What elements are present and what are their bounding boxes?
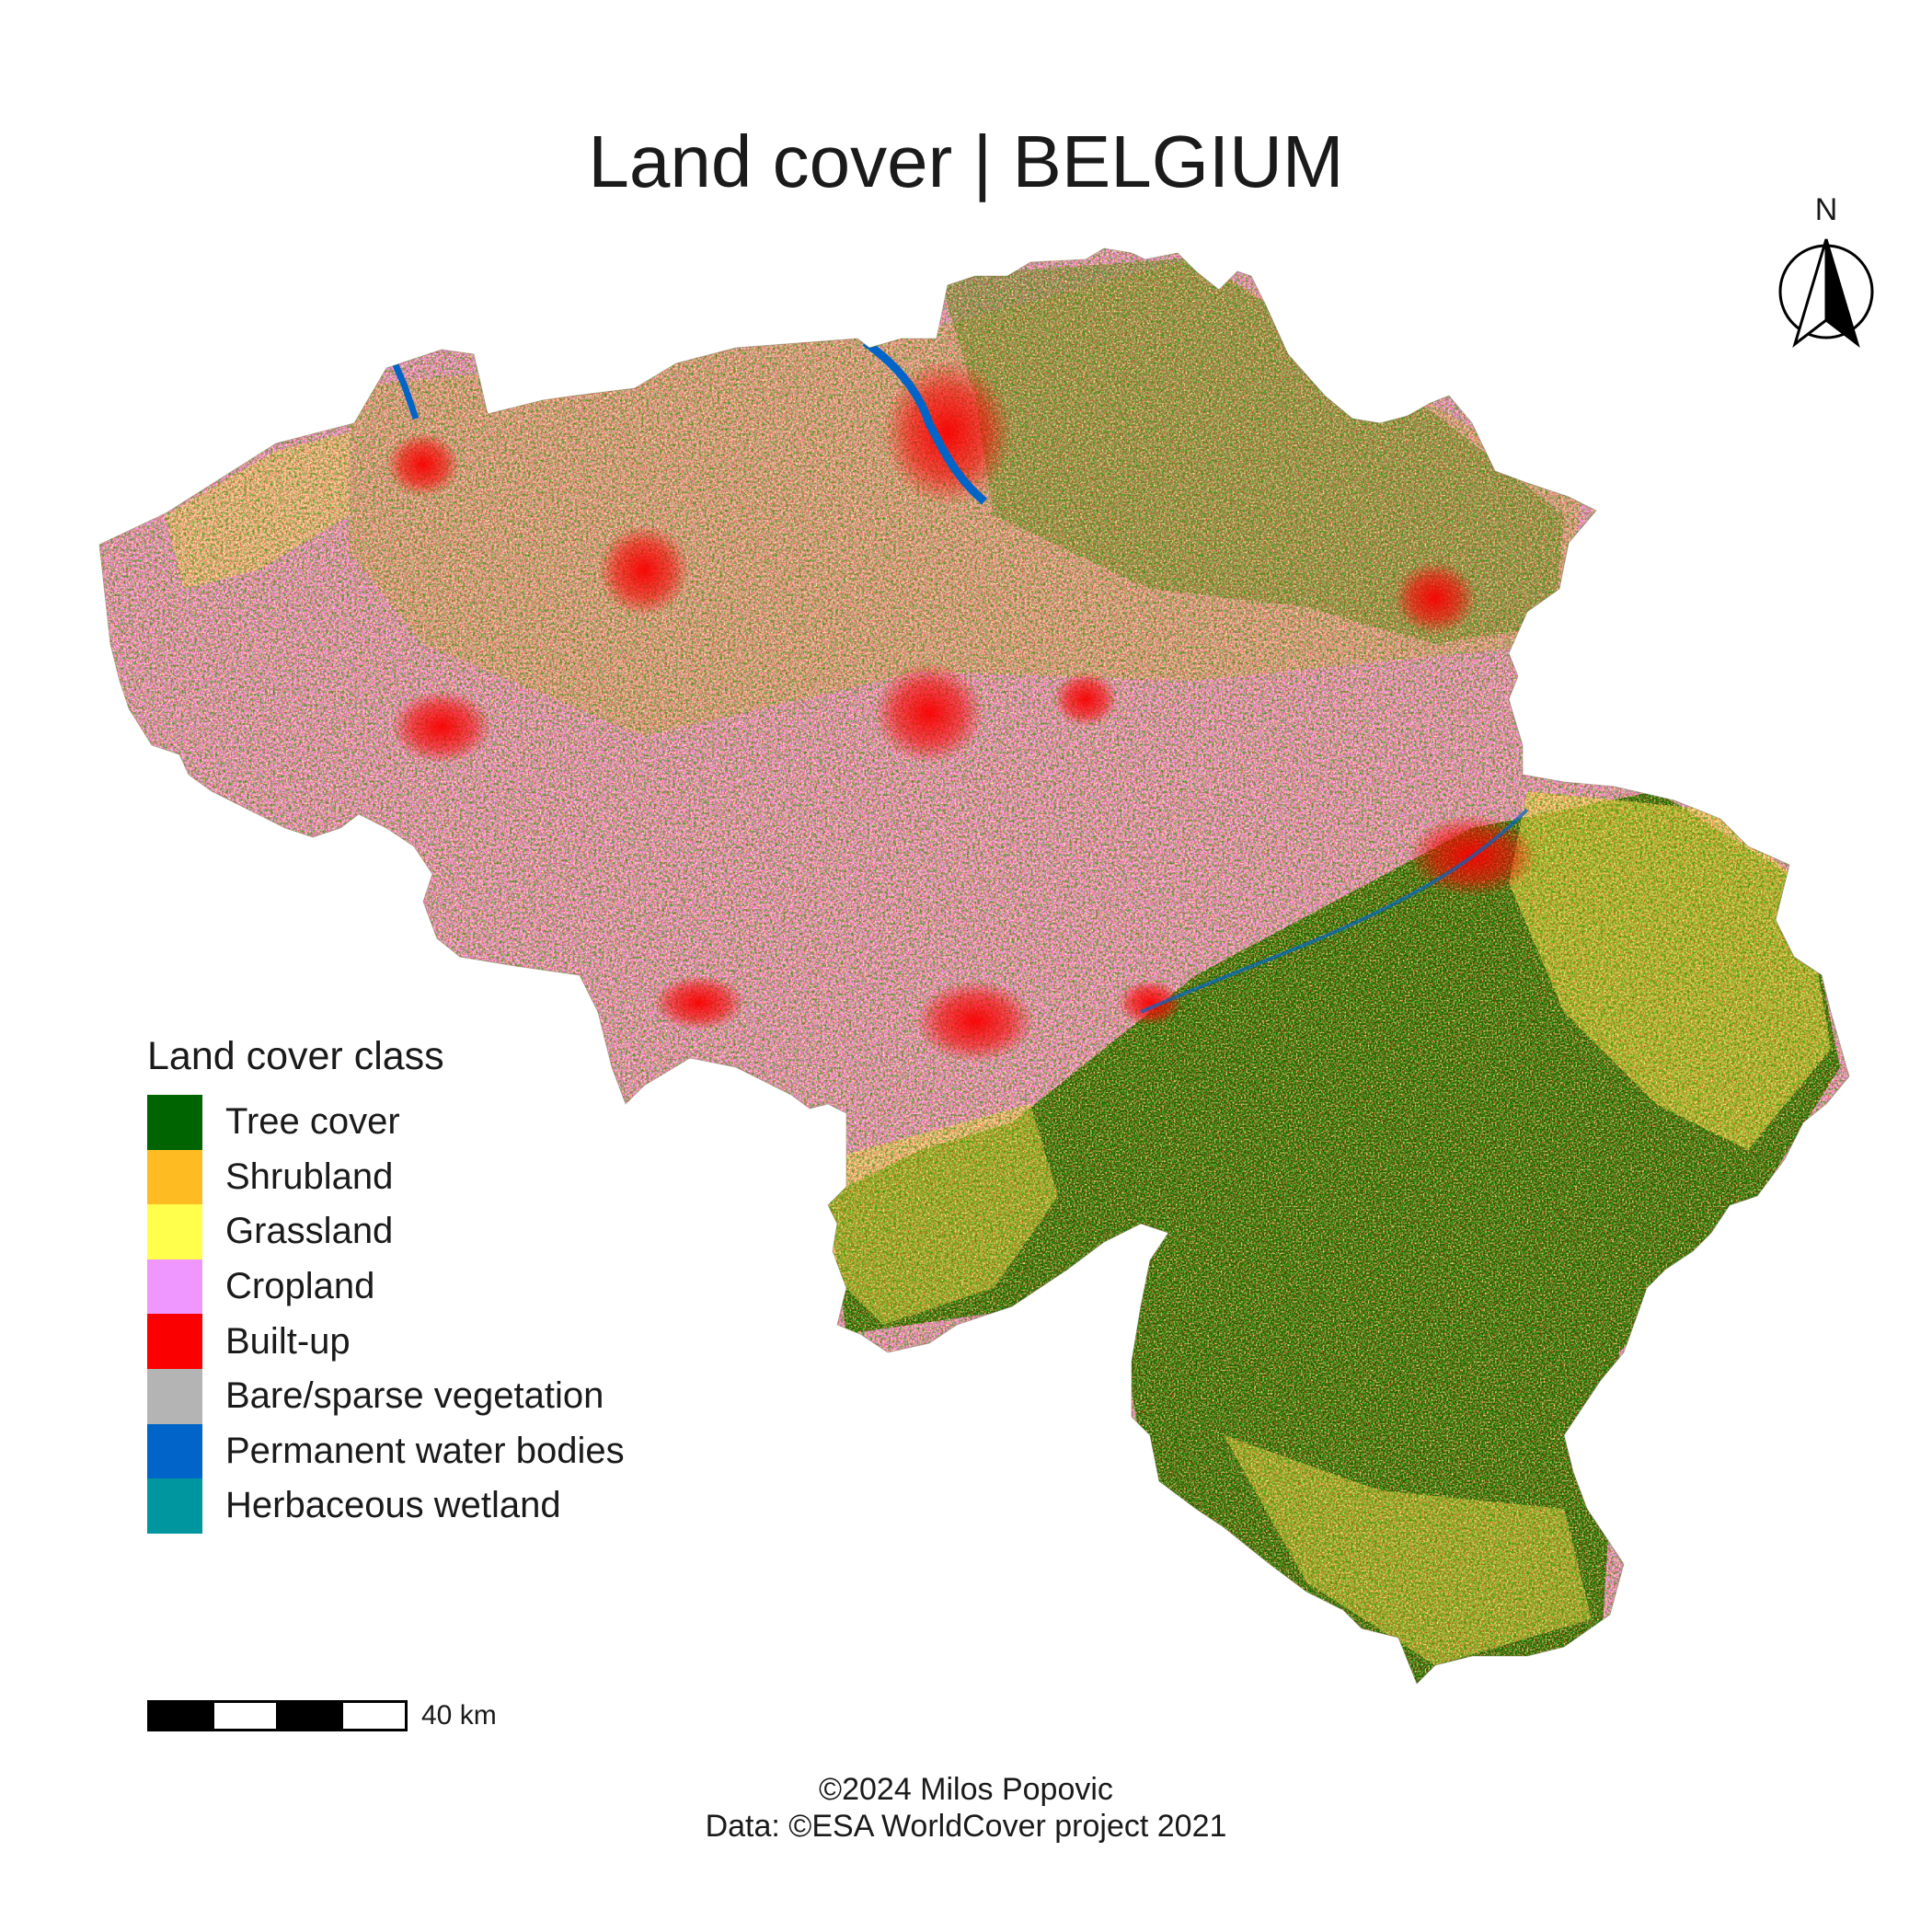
legend-label: Shrubland (225, 1156, 394, 1197)
north-arrow: N (1771, 193, 1881, 359)
legend-label: Permanent water bodies (225, 1430, 625, 1471)
scale-bar-graphic (147, 1700, 408, 1731)
scale-bar-label: 40 km (421, 1700, 497, 1731)
urban-brussels (874, 662, 984, 764)
country-outline (98, 247, 1850, 1685)
legend-item-built-up: Built-up (147, 1314, 625, 1369)
legend-label: Cropland (225, 1266, 375, 1307)
legend-label: Grassland (225, 1211, 394, 1252)
credit-data-source: Data: ©ESA WorldCover project 2021 (705, 1809, 1227, 1844)
credits: ©2024 Milos Popovic Data: ©ESA WorldCove… (0, 1771, 1932, 1845)
legend-item-grassland: Grassland (147, 1204, 625, 1259)
urban-leuven (1053, 672, 1118, 727)
legend-label: Built-up (225, 1320, 351, 1362)
scale-bar: 40 km (147, 1700, 497, 1731)
urban-ghent (598, 524, 690, 616)
urban-mons (653, 975, 745, 1030)
legend-item-herbaceous-wetland: Herbaceous wetland (147, 1478, 625, 1534)
legend-label: Bare/sparse vegetation (225, 1375, 604, 1417)
legend-swatch (147, 1368, 202, 1424)
legend-swatch (147, 1095, 202, 1150)
map-title: Land cover | BELGIUM (588, 121, 1344, 202)
legend-item-shrubland: Shrubland (147, 1149, 625, 1205)
legend-swatch (147, 1423, 202, 1479)
urban-hasselt (1394, 561, 1477, 635)
legend: Land cover class Tree cover Shrubland Gr… (147, 1029, 625, 1534)
legend-swatch (147, 1204, 202, 1259)
legend-swatch (147, 1149, 202, 1205)
legend-label: Herbaceous wetland (225, 1485, 561, 1526)
north-label: N (1814, 192, 1838, 227)
water-meuse (1140, 808, 1529, 1014)
legend-swatch (147, 1478, 202, 1534)
legend-swatch (147, 1314, 202, 1369)
water-scheldt (862, 339, 987, 505)
urban-kortrijk (391, 690, 492, 764)
legend-item-cropland: Cropland (147, 1259, 625, 1315)
legend-item-tree-cover: Tree cover (147, 1095, 625, 1150)
urban-bruges (386, 432, 460, 497)
legend-items: Tree cover Shrubland Grassland Cropland … (147, 1095, 625, 1534)
urban-namur (1118, 980, 1182, 1026)
credit-author: ©2024 Milos Popovic (819, 1772, 1113, 1807)
legend-swatch (147, 1259, 202, 1315)
north-arrow-icon (1778, 238, 1874, 348)
legend-title: Land cover class (147, 1034, 444, 1078)
legend-label: Tree cover (225, 1101, 400, 1143)
legend-item-bare-sparse-vegetation: Bare/sparse vegetation (147, 1368, 625, 1424)
legend-item-permanent-water-bodies: Permanent water bodies (147, 1423, 625, 1479)
urban-charleroi (915, 980, 1035, 1063)
